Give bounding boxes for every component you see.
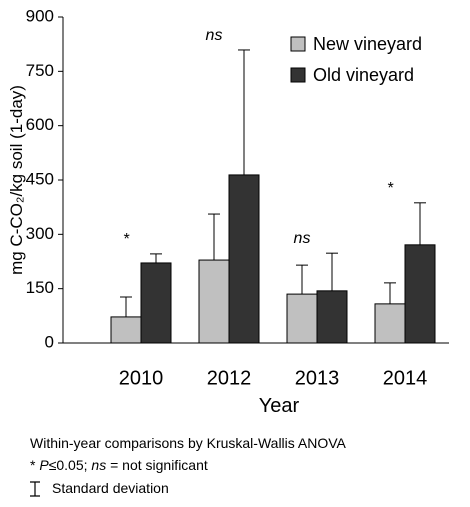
- footnote: Standard deviation: [52, 480, 169, 496]
- x-axis-title: Year: [259, 395, 300, 417]
- y-tick-label: 750: [26, 61, 54, 80]
- x-tick-label: 2012: [207, 367, 252, 389]
- footnote-part: P: [39, 457, 49, 473]
- x-tick-label: 2013: [295, 367, 340, 389]
- legend-label: New vineyard: [313, 34, 422, 54]
- bar: [286, 293, 318, 344]
- bar: [110, 316, 142, 344]
- footnote: Within-year comparisons by Kruskal-Walli…: [30, 435, 347, 451]
- bar: [374, 303, 406, 344]
- bar: [228, 174, 260, 344]
- bar: [404, 244, 436, 344]
- sd-icon: [30, 481, 40, 497]
- y-tick-label: 150: [26, 278, 54, 297]
- x-tick-label: 2010: [119, 367, 164, 389]
- bar: [140, 262, 172, 344]
- footnote-part: = not significant: [106, 457, 208, 473]
- legend-label: Old vineyard: [313, 65, 414, 85]
- footnote: * P≤0.05; ns = not significant: [30, 457, 208, 473]
- y-tick-label: 450: [26, 169, 54, 188]
- y-axis-title: mg C-CO₂/kg soil (1-day): [7, 85, 26, 275]
- x-tick-label: 2014: [383, 367, 428, 389]
- annotation: *: [387, 180, 394, 197]
- legend-swatch: [290, 36, 306, 52]
- annotation: ns: [294, 230, 311, 247]
- footnote-part: *: [30, 457, 39, 473]
- bar: [198, 259, 230, 344]
- annotation: *: [123, 231, 130, 248]
- y-tick-label: 300: [26, 224, 54, 243]
- y-tick-label: 0: [45, 332, 54, 351]
- legend-swatch: [290, 67, 306, 83]
- footnote-part: ≤0.05;: [49, 457, 92, 473]
- y-tick-label: 900: [26, 6, 54, 25]
- y-tick-label: 600: [26, 115, 54, 134]
- annotation: ns: [206, 27, 223, 44]
- footnote-part: ns: [91, 457, 106, 473]
- bar: [316, 290, 348, 344]
